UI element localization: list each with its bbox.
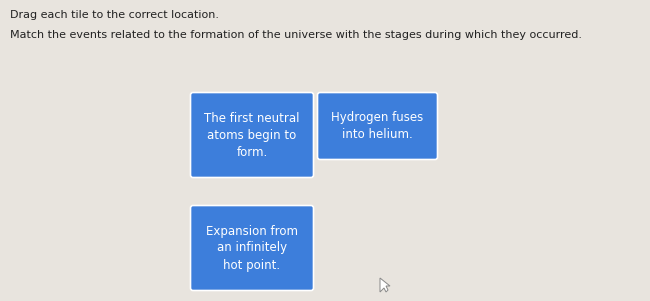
FancyBboxPatch shape <box>317 92 437 160</box>
FancyBboxPatch shape <box>190 92 313 178</box>
FancyBboxPatch shape <box>190 206 313 290</box>
Polygon shape <box>380 278 390 292</box>
Text: Match the events related to the formation of the universe with the stages during: Match the events related to the formatio… <box>10 30 582 40</box>
Text: Expansion from
an infinitely
hot point.: Expansion from an infinitely hot point. <box>206 225 298 272</box>
Text: Drag each tile to the correct location.: Drag each tile to the correct location. <box>10 10 219 20</box>
Text: Hydrogen fuses
into helium.: Hydrogen fuses into helium. <box>332 111 424 141</box>
Text: The first neutral
atoms begin to
form.: The first neutral atoms begin to form. <box>204 111 300 159</box>
